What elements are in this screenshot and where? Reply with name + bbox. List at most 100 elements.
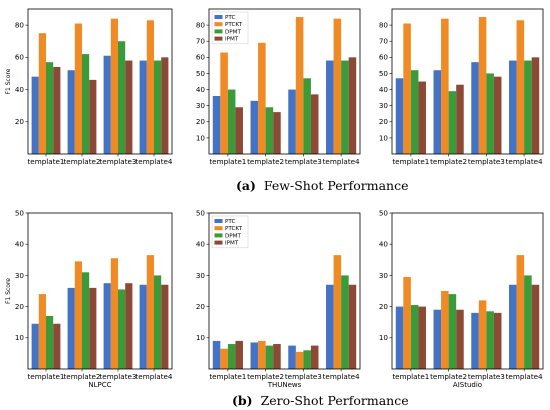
bar-ptc-template1 — [395, 306, 404, 369]
bar-ptc-template3 — [471, 62, 479, 154]
bar-dpmt-template4 — [524, 60, 532, 154]
bar-ptc-template4 — [509, 60, 517, 154]
bar-ipmt-template2 — [89, 287, 97, 369]
bar-ptckt-template1 — [38, 33, 46, 154]
bar-ipmt-template3 — [310, 94, 319, 154]
bar-ptc-template2 — [433, 70, 442, 154]
x-tick-label-template3: template3 — [99, 372, 136, 381]
bar-dpmt-template2 — [82, 272, 90, 369]
bar-ipmt-template2 — [456, 309, 464, 369]
x-tick-label-template1: template1 — [27, 157, 64, 166]
caption-b-text: Zero-Shot Performance — [261, 393, 409, 408]
bar-ipmt-template1 — [418, 81, 426, 154]
bar-ptc-template3 — [103, 283, 111, 369]
bar-ptc-template2 — [250, 342, 259, 369]
x-tick-label-template2: template2 — [247, 157, 284, 166]
bar-dpmt-template2 — [448, 91, 457, 154]
y-axis-label: F1 Score — [5, 68, 12, 94]
bar-dpmt-template4 — [154, 60, 162, 154]
x-tick-label-template4: template4 — [506, 157, 543, 166]
bar-dpmt-template3 — [118, 289, 126, 369]
bar-dpmt-template2 — [265, 345, 274, 369]
bar-ptc-template4 — [509, 284, 517, 369]
x-tick-label-template3: template3 — [99, 157, 136, 166]
bar-dpmt-template3 — [486, 311, 494, 369]
bar-ipmt-template2 — [456, 84, 464, 154]
bar-ipmt-template1 — [53, 67, 61, 154]
y-tick-label: 50 — [379, 69, 389, 78]
x-tick-label-template2: template2 — [247, 372, 284, 381]
bar-ptc-template2 — [433, 309, 442, 369]
y-tick-label: 40 — [379, 240, 389, 249]
chart-6: 10 20 30 40 50 template1 template2 template3 tem… — [379, 208, 544, 389]
legend-swatch-ptc — [214, 15, 223, 19]
bar-ipmt-template3 — [493, 312, 502, 369]
legend-entry-ptc: PTC — [225, 15, 235, 21]
bar-ipmt-template4 — [161, 57, 169, 155]
bar-ptc-template2 — [67, 70, 75, 154]
bar-ptc-template1 — [212, 340, 221, 369]
bar-ipmt-template1 — [53, 323, 61, 369]
legend-entry-dpmt: DPMT — [225, 233, 242, 239]
bar-dpmt-template4 — [524, 275, 532, 369]
axes-frame — [27, 8, 173, 155]
legend-entry-ptckt: PTCKT — [225, 22, 243, 28]
legend-swatch-ptckt — [214, 22, 223, 27]
legend-swatch-ptckt — [214, 226, 223, 231]
bar-ptckt-template2 — [441, 291, 449, 369]
y-tick-label: 20 — [379, 302, 389, 311]
legend-entry-ptc: PTC — [225, 219, 235, 225]
bar-ptc-template1 — [31, 76, 39, 154]
bar-dpmt-template1 — [410, 70, 419, 154]
bar-ptckt-template2 — [441, 18, 449, 154]
bar-ipmt-template4 — [161, 284, 169, 369]
y-tick-label: 10 — [379, 133, 389, 142]
y-tick-label: 20 — [196, 117, 206, 126]
bar-dpmt-template4 — [154, 275, 162, 369]
bar-ipmt-template3 — [125, 60, 133, 154]
legend-entry-ipmt: IPMT — [225, 241, 239, 247]
bar-ipmt-template2 — [273, 344, 281, 369]
bar-dpmt-template3 — [303, 350, 311, 369]
bar-ipmt-template3 — [310, 345, 319, 369]
caption-b-label: (b) — [232, 393, 253, 408]
bar-dpmt-template3 — [486, 73, 494, 154]
x-tick-label-template1: template1 — [392, 157, 429, 166]
y-tick-label: 50 — [196, 208, 206, 217]
bar-ptckt-template1 — [220, 52, 228, 154]
bar-dpmt-template3 — [303, 78, 311, 154]
bar-ptckt-template4 — [146, 255, 154, 369]
bar-ipmt-template2 — [273, 112, 281, 154]
bar-ptckt-template3 — [295, 17, 304, 154]
axes-frame — [208, 212, 361, 370]
bar-ipmt-template3 — [493, 76, 502, 154]
y-tick-label: 70 — [196, 37, 206, 46]
chart-5: 10 20 30 40 50 template1 template2 template3 tem… — [196, 208, 361, 389]
bar-ptc-template4 — [139, 284, 147, 369]
bar-ipmt-template1 — [235, 107, 243, 154]
y-tick-label: 30 — [196, 101, 206, 110]
bar-ptc-template3 — [103, 55, 111, 154]
bar-ptc-template1 — [31, 323, 39, 369]
legend-swatch-ipmt — [214, 36, 223, 41]
axes-frame — [27, 212, 173, 370]
y-tick-label: 80 — [379, 21, 389, 30]
bar-dpmt-template3 — [118, 41, 126, 154]
y-tick-label: 10 — [15, 333, 25, 342]
bar-ptc-template2 — [250, 100, 259, 154]
bar-ptc-template1 — [395, 78, 404, 154]
bar-ipmt-template4 — [531, 57, 540, 155]
x-tick-label-template3: template3 — [468, 157, 505, 166]
bar-ptckt-template2 — [74, 261, 82, 369]
bar-ptc-template4 — [326, 284, 334, 369]
x-axis-label: THUNews — [267, 381, 302, 389]
y-tick-label: 50 — [15, 208, 25, 217]
bar-ptckt-template4 — [146, 20, 154, 155]
bar-dpmt-template4 — [341, 275, 349, 369]
y-tick-label: 20 — [196, 302, 206, 311]
bar-ptckt-template3 — [110, 18, 118, 154]
legend-swatch-dpmt — [214, 233, 223, 238]
